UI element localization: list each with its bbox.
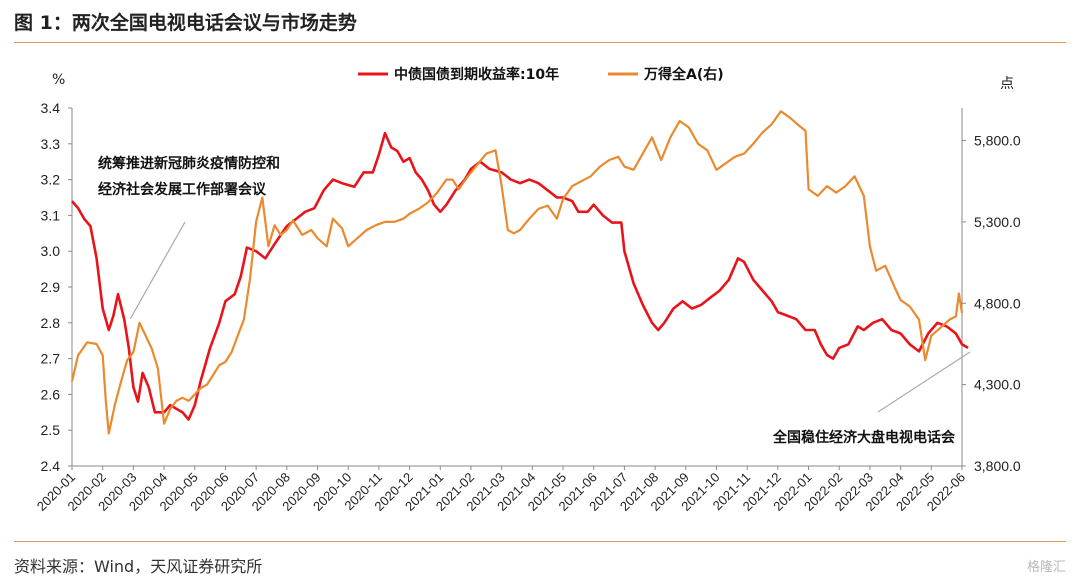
source-note: 资料来源：Wind，天风证券研究所 (14, 557, 263, 576)
y-right-tick-label: 5,300.0 (974, 214, 1021, 230)
y-right-tick-label: 4,300.0 (974, 377, 1021, 393)
y-right-tick-label: 3,800.0 (974, 458, 1021, 474)
annotation-leader-line (129, 221, 186, 320)
legend-label: 中债国债到期收益率:10年 (394, 66, 559, 83)
y-left-tick-label: 3.3 (41, 136, 61, 152)
y-left-tick-label: 2.6 (41, 386, 61, 402)
y-right-tick-label: 4,800.0 (974, 295, 1021, 311)
y-left-tick-label: 2.9 (41, 279, 61, 295)
y-left-tick-label: 3.2 (41, 172, 61, 188)
source-divider (14, 541, 1066, 542)
annotation-leader-line (877, 351, 971, 413)
chart-title: 图 1：两次全国电视电话会议与市场走势 (14, 12, 357, 34)
y-right-unit-label: 点 (1000, 76, 1014, 92)
series-line-bond-yield (71, 131, 969, 421)
y-left-unit-label: % (52, 72, 65, 88)
annotation-text: 经济社会发展工作部署会议 (98, 181, 267, 198)
title-divider (14, 42, 1066, 43)
watermark: 格隆汇 (1026, 560, 1066, 575)
y-left-tick-label: 2.7 (41, 351, 61, 367)
y-left-tick-label: 3.1 (41, 207, 61, 223)
series-line-wind-all-a (70, 110, 964, 435)
y-left-tick-label: 2.4 (41, 458, 61, 474)
y-left-tick-label: 2.8 (41, 315, 61, 331)
annotation-text: 全国稳住经济大盘电视电话会 (772, 429, 956, 446)
annotation-text: 统筹推进新冠肺炎疫情防控和 (98, 155, 280, 172)
y-right-tick-label: 5,800.0 (974, 133, 1021, 149)
legend-label: 万得全A(右) (643, 66, 724, 83)
y-left-tick-label: 3.4 (41, 100, 61, 116)
y-left-tick-label: 2.5 (41, 422, 61, 438)
y-left-tick-label: 3.0 (41, 243, 61, 259)
